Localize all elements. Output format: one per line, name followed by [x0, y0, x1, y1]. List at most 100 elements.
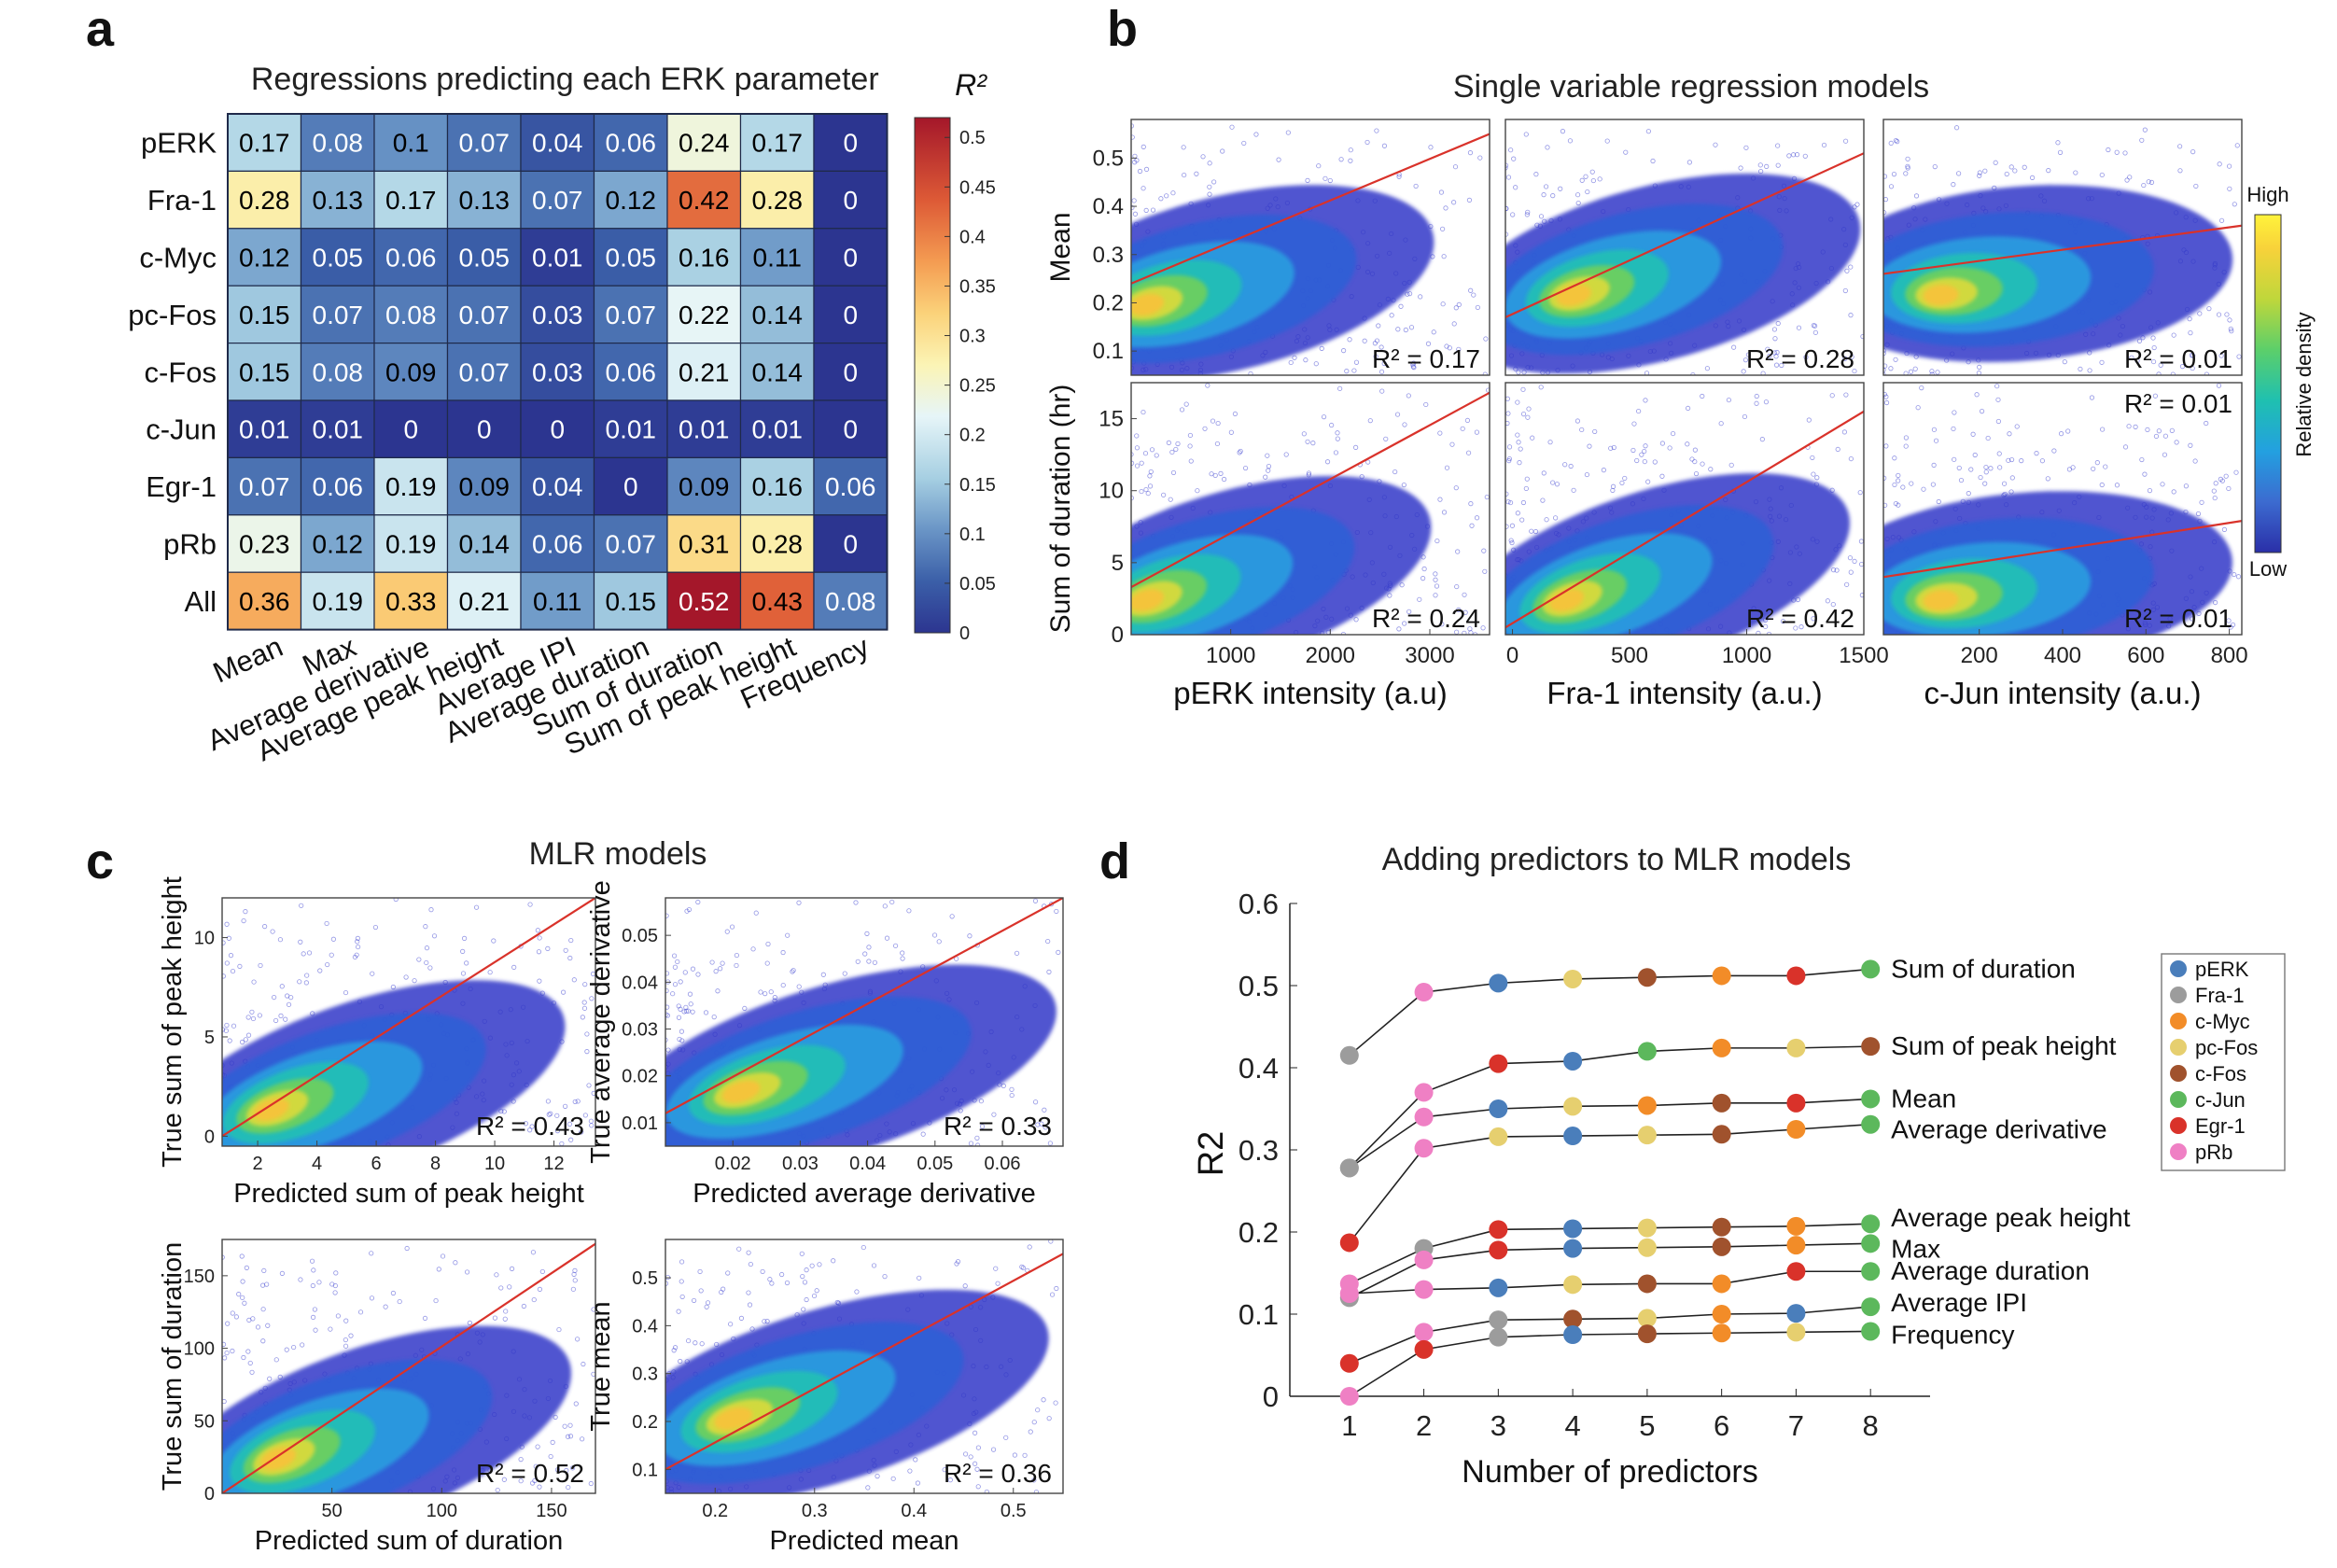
scatter-point — [1141, 144, 1146, 149]
scatter-point — [796, 900, 802, 905]
scatter-point — [683, 1008, 690, 1014]
scatter-point — [1406, 393, 1411, 399]
x-tick-label: 150 — [536, 1501, 567, 1521]
scatter-point — [1520, 386, 1526, 392]
scatter-point — [233, 1314, 239, 1320]
series-marker — [1712, 1038, 1731, 1057]
x-tick-label: 1000 — [1722, 643, 1771, 668]
regression-line — [1883, 224, 2242, 275]
heatmap-value: 0.31 — [679, 530, 730, 559]
scatter-point — [1597, 176, 1602, 182]
heatmap-value: 0.01 — [532, 244, 583, 273]
scatter-point — [1553, 515, 1559, 521]
colorbar-tick-label: 0.45 — [959, 177, 996, 198]
scatter-point — [404, 1245, 410, 1252]
scatter-point — [554, 1467, 561, 1473]
scatter-point — [1139, 460, 1144, 466]
scatter-point — [854, 1289, 860, 1295]
scatter-point — [1579, 427, 1585, 433]
scatter-point — [1643, 443, 1648, 449]
scatter-point — [1506, 458, 1512, 464]
heatmap-value: 0.13 — [313, 186, 364, 215]
scatter-point — [768, 989, 774, 995]
scatter-point — [2141, 182, 2147, 189]
y-tick-label: 0.2 — [632, 1412, 658, 1433]
col-xlabel: c-Jun intensity (a.u.) — [1924, 676, 2201, 710]
scatter-point — [1814, 475, 1820, 481]
scatter-point — [297, 979, 302, 985]
scatter-point — [2114, 149, 2120, 155]
heatmap-row-label: c-Jun — [146, 413, 217, 446]
scatter-point — [2051, 448, 2057, 454]
heatmap-cell — [373, 571, 449, 631]
scatter-point — [738, 1315, 745, 1321]
scatter-point — [1168, 497, 1173, 502]
scatter-point — [1604, 138, 1610, 144]
scatter-point — [1515, 511, 1520, 516]
scatter-point — [1639, 452, 1644, 457]
series-label: Average IPI — [1891, 1288, 2027, 1317]
series-line — [1349, 1045, 1871, 1169]
scatter-point — [1441, 254, 1447, 259]
heatmap-cell — [813, 343, 889, 401]
scatter-point — [1505, 524, 1509, 529]
y-tick-label: 0.5 — [632, 1268, 658, 1289]
scatter-point — [672, 982, 679, 987]
r2-label: R² = 0.33 — [944, 1112, 1052, 1141]
scatter-point — [1848, 569, 1854, 575]
series-marker — [1489, 973, 1508, 993]
scatter-point — [1545, 145, 1550, 150]
series-marker — [1563, 969, 1583, 988]
scatter-point — [672, 964, 679, 970]
scatter-point — [1643, 398, 1648, 403]
heatmap-cell — [593, 399, 668, 459]
scatter-point — [288, 995, 294, 1001]
scatter-point — [1592, 428, 1598, 435]
scatter-point — [1241, 140, 1247, 147]
scatter-point — [237, 963, 243, 970]
scatter-point — [1187, 443, 1193, 449]
scatter-point — [2218, 353, 2224, 358]
scatter-point — [243, 909, 248, 915]
scatter-point — [2204, 420, 2209, 427]
scatter-point — [1977, 364, 1982, 370]
scatter-point — [1587, 443, 1592, 449]
scatter-point — [279, 1270, 286, 1276]
scatter-point — [1305, 439, 1310, 444]
heatmap-value: 0.19 — [385, 472, 437, 501]
scatter-point — [1292, 355, 1297, 360]
scatter-point — [2174, 440, 2179, 445]
axes-frame — [665, 1239, 1064, 1494]
axes-frame — [221, 897, 596, 1147]
scatter-point — [546, 1112, 552, 1117]
scatter-point — [1182, 172, 1187, 178]
scatter-point — [1387, 593, 1392, 598]
scatter-point — [567, 1422, 573, 1428]
scatter-point — [1310, 441, 1316, 446]
y-tick-label: 0.3 — [632, 1365, 658, 1385]
scatter-point — [2211, 488, 2217, 494]
scatter-point — [1207, 161, 1212, 166]
scatter-point — [1905, 165, 1910, 171]
series-marker — [1489, 1278, 1508, 1297]
scatter-point — [720, 960, 725, 966]
density-layer — [1505, 119, 1864, 375]
series-line — [1349, 1306, 1871, 1365]
scatter-point — [2190, 616, 2195, 622]
scatter-point — [473, 904, 480, 910]
heatmap-value: 0.12 — [313, 530, 364, 559]
scatter-point — [1645, 129, 1651, 134]
scatter-point — [1518, 446, 1523, 452]
regression-line — [1505, 410, 1864, 629]
scatter-point — [1207, 184, 1212, 189]
scatter-point — [1979, 409, 1985, 414]
heatmap-value: 0.03 — [532, 301, 583, 329]
scatter-point — [684, 908, 690, 914]
axes-frame — [1882, 119, 2243, 376]
scatter-point — [1895, 139, 1900, 145]
scatter-point — [1421, 566, 1427, 572]
scatter-point — [301, 951, 306, 957]
scatter-point — [1859, 593, 1864, 598]
density-layer — [1883, 119, 2242, 375]
heatmap-cell — [300, 514, 375, 573]
